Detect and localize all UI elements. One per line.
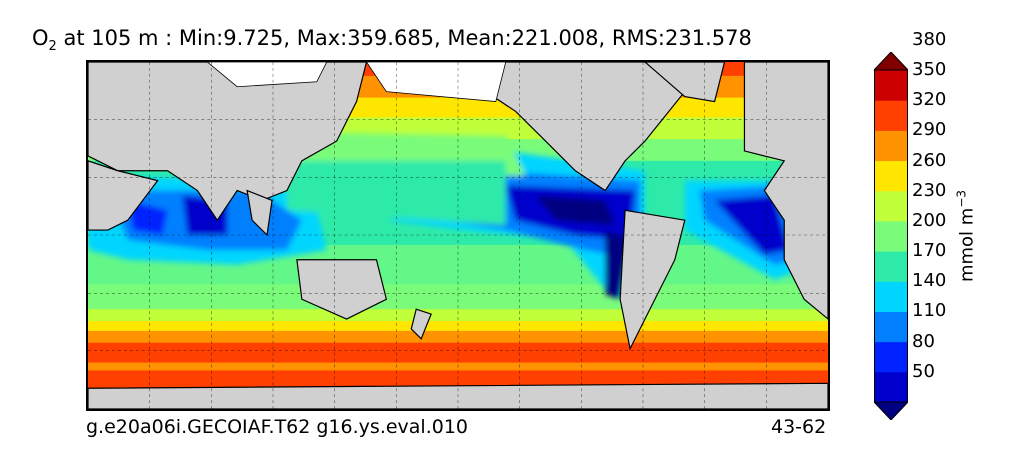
plot-title: O2 at 105 m : Min:9.725, Max:359.685, Me…: [32, 26, 752, 54]
colorbar-segment: [874, 100, 908, 131]
colorbar-outline: [874, 69, 908, 403]
sea-ice-arctic-east: [366, 62, 507, 102]
ocean-map-panel: [86, 60, 830, 411]
colorbar-segment: [874, 281, 908, 312]
colorbar-tick-label: 140: [912, 270, 947, 292]
arabian-sea-80: [127, 200, 168, 236]
ocean-o2-map: [88, 62, 828, 409]
colorbar-tick-label: 80: [912, 330, 935, 352]
colorbar-segment: [874, 220, 908, 252]
case-name-label: g.e20a06i.GECOIAF.T62 g16.ys.eval.010: [86, 416, 469, 438]
colorbar-extend-max: [874, 52, 908, 71]
colorbar-segment: [874, 371, 908, 403]
title-species: O: [32, 26, 49, 50]
colorbar-segment: [874, 70, 908, 101]
colorbar-segment: [874, 311, 908, 343]
colorbar-segment: [874, 341, 908, 373]
land-south-america: [619, 209, 686, 351]
colorbar-tick-label: 350: [912, 59, 947, 80]
colorbar-units-label: mmol m−3: [955, 190, 978, 282]
years-label: 43-62: [771, 416, 827, 438]
land-australia: [296, 259, 388, 320]
land-europe-africa: [743, 62, 828, 320]
colorbar: [874, 52, 908, 420]
colorbar-tick-label: 170: [912, 240, 947, 262]
colorbar-tick-label: 200: [912, 209, 947, 231]
colorbar-tick-label: 230: [912, 179, 947, 201]
colorbar-segment: [874, 251, 908, 282]
colorbar-tick-label: 110: [912, 300, 947, 322]
colorbar-tick-label: 290: [912, 119, 947, 141]
colorbar-tick-label: 380: [912, 28, 947, 50]
colorbar-segment: [874, 190, 908, 222]
colorbar-tick-label: 50: [912, 360, 935, 382]
colorbar-extend-min: [874, 401, 908, 420]
sea-ice-arctic-west: [206, 62, 328, 88]
units-base: mmol m: [956, 207, 978, 283]
colorbar-tick-label: 260: [912, 149, 947, 171]
colorbar-segment: [874, 130, 908, 162]
colorbar-tick-label: 320: [912, 89, 947, 111]
atlantic-80: [714, 195, 790, 255]
title-species-subscript: 2: [48, 39, 57, 55]
land-africa: [88, 160, 159, 231]
colorbar-segment: [874, 160, 908, 192]
land-new-zealand: [410, 308, 432, 340]
units-exponent: −3: [954, 189, 969, 208]
title-stats: at 105 m : Min:9.725, Max:359.685, Mean:…: [56, 26, 752, 50]
eastern-pacific-50: [535, 195, 616, 226]
